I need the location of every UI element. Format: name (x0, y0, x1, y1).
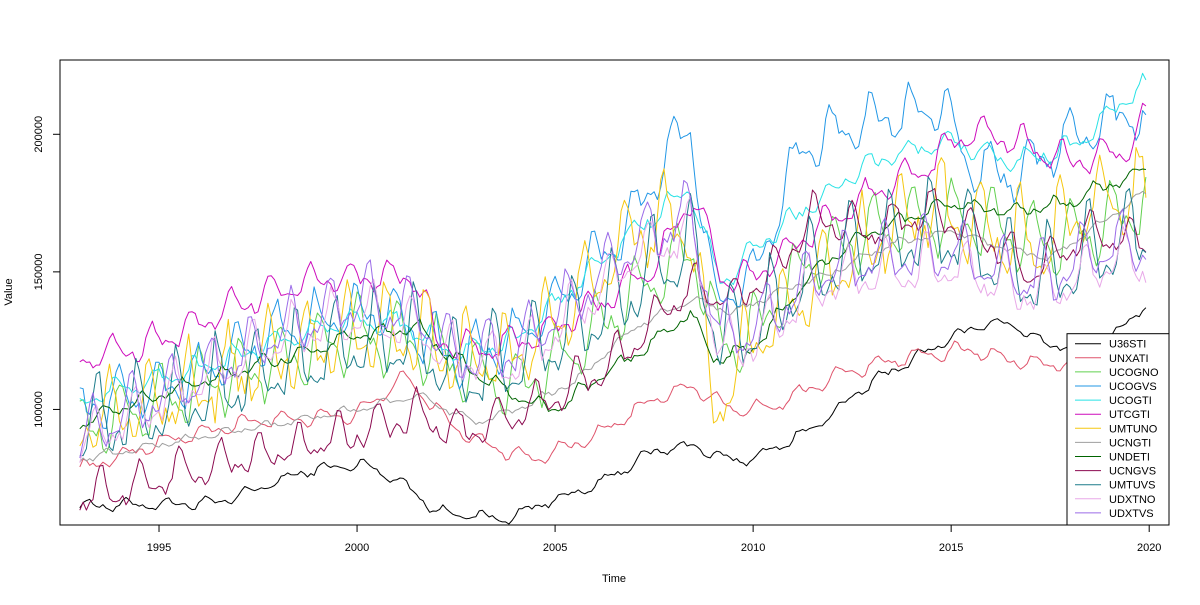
x-tick-label: 2000 (345, 542, 369, 554)
series-line-undeti (79, 168, 1146, 430)
legend-label: UNXATI (1109, 353, 1149, 365)
legend-label: U36STI (1109, 339, 1146, 351)
x-axis: 1995 2000 2005 2010 2015 2020 (147, 524, 1161, 554)
series-line-udxtvs (79, 180, 1147, 459)
x-tick-label: 1995 (147, 542, 171, 554)
legend-label: UMTUVS (1109, 480, 1155, 492)
legend-label: UTCGTI (1109, 409, 1150, 421)
series-line-ucogno (79, 177, 1147, 454)
y-tick-label: 100000 (33, 391, 45, 428)
x-tick-label: 2015 (939, 542, 963, 554)
x-tick-label: 2010 (741, 542, 765, 554)
y-tick-label: 200000 (33, 116, 45, 153)
y-tick-label: 150000 (33, 254, 45, 291)
y-axis-label: Value (3, 278, 15, 305)
series-line-utcgti (79, 102, 1147, 369)
legend-label: UCNGTI (1109, 437, 1151, 449)
legend-label: UCOGTI (1109, 395, 1152, 407)
series-line-unxati (79, 338, 1147, 468)
legend-label: UCNGVS (1109, 466, 1156, 478)
legend-label: UDXTVS (1109, 508, 1154, 520)
series-line-ucngvs (79, 188, 1147, 511)
series-line-ucngti (79, 190, 1147, 463)
legend: U36STI UNXATI UCOGNO UCOGVS UCOGTI UTCGTI UMTU… (1066, 333, 1170, 526)
x-axis-label: Time (602, 573, 626, 585)
x-tick-label: 2005 (543, 542, 567, 554)
series-layer (79, 72, 1147, 525)
legend-label: UMTUNO (1109, 423, 1158, 435)
series-line-ucogvs (79, 81, 1147, 430)
legend-label: UCOGVS (1109, 381, 1157, 393)
legend-box (1066, 333, 1170, 526)
x-tick-label: 2020 (1137, 542, 1161, 554)
legend-label: UDXTNO (1109, 494, 1156, 506)
y-axis: 100000 150000 200000 (33, 116, 61, 428)
legend-label: UCOGNO (1109, 367, 1159, 379)
series-line-u36sti (79, 307, 1147, 525)
legend-label: UNDETI (1109, 452, 1150, 464)
series-line-umtuno (79, 147, 1147, 448)
